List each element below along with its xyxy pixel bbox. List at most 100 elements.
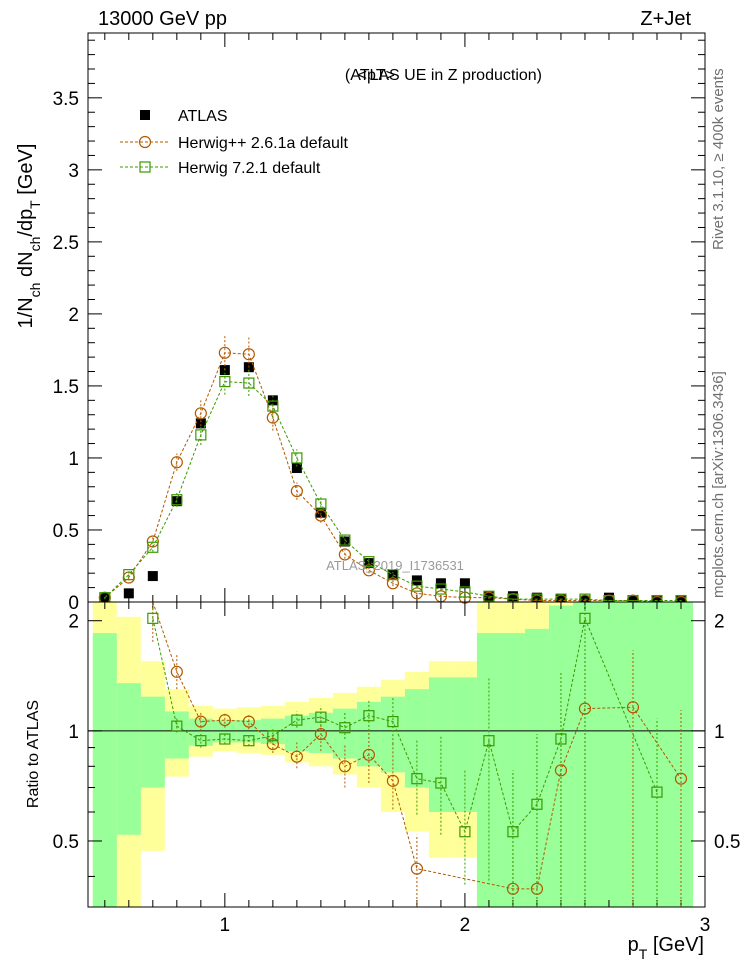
ratio-point-herwig7	[195, 735, 207, 747]
main-panel: 0 0.5 1 1.5 2 2.5 3 3.5 <pT> (ATLAS UE in Z pro…	[15, 32, 706, 614]
legend-marker-herwigpp	[138, 135, 152, 149]
data-point-herwig7	[267, 400, 279, 412]
ratio-point-herwig7	[411, 773, 423, 785]
data-point-atlas	[291, 463, 302, 474]
main-y-tick-label: 2	[68, 305, 79, 326]
data-point-atlas	[195, 418, 206, 429]
ratio-point-herwig7	[363, 710, 375, 722]
main-y-tick-label: 0	[68, 593, 79, 614]
data-point-herwig7	[171, 494, 183, 506]
main-title: <pT>	[358, 67, 395, 84]
x-axis-label: pT [GeV]	[628, 934, 704, 962]
data-point-atlas	[387, 569, 398, 580]
ratio-point-herwig7	[147, 612, 159, 624]
ratio-point-herwig7	[579, 612, 591, 624]
ratio-point-herwig7	[387, 715, 399, 728]
data-point-herwig7	[147, 541, 159, 553]
legend-label-atlas: ATLAS	[178, 108, 228, 125]
band-green	[524, 628, 549, 907]
main-y-tick-label: 2.5	[53, 233, 79, 254]
data-point-herwig7	[483, 590, 495, 602]
ratio-point-herwig7	[531, 798, 543, 810]
data-point-herwigpp	[290, 484, 303, 498]
band-green	[284, 715, 309, 752]
ratio-x-tick-label: 1	[220, 915, 231, 936]
ratio-point-herwig7	[291, 714, 303, 726]
data-point-herwig7	[459, 586, 471, 598]
ratio-point-herwig7	[459, 826, 471, 838]
main-y-tick-label: 3	[68, 161, 79, 182]
ratio-point-herwig7	[171, 720, 183, 732]
ratio-y-axis-label: Ratio to ATLAS	[25, 700, 42, 808]
main-y-tick-label: 0.5	[53, 521, 79, 542]
data-point-herwig7	[411, 580, 423, 592]
data-point-atlas	[603, 592, 614, 603]
ratio-point-herwigpp	[362, 748, 375, 761]
data-point-atlas	[123, 588, 134, 599]
ratio-point-herwigpp	[314, 727, 327, 741]
legend-marker-herwig7	[139, 161, 151, 173]
data-point-herwig7	[219, 376, 231, 388]
band-green	[140, 696, 165, 788]
header-left: 13000 GeV pp	[98, 8, 227, 30]
ratio-point-herwigpp	[674, 772, 688, 785]
data-point-atlas	[339, 536, 350, 547]
band-green	[452, 677, 477, 813]
data-point-herwigpp	[194, 407, 207, 420]
ratio-point-herwig7	[435, 777, 447, 789]
ratio-point-herwig7	[243, 735, 255, 747]
data-point-herwig7	[291, 452, 303, 464]
data-point-herwigpp	[362, 564, 375, 577]
main-y-tick-label: 3.5	[53, 89, 79, 110]
data-point-herwigpp	[218, 346, 231, 359]
data-point-atlas	[507, 591, 518, 602]
mcplots-label: mcplots.cern.ch [arXiv:1306.3436]	[710, 371, 727, 598]
ratio-point-herwig7	[339, 722, 351, 734]
main-y-tick-label: 1	[68, 449, 79, 470]
main-y-axis-label: 1/Nch dNch/dpT [GeV]	[15, 144, 43, 329]
data-point-herwig7	[315, 498, 327, 510]
ratio-point-herwigpp	[266, 737, 279, 751]
ratio-point-herwigpp	[386, 774, 399, 787]
ratio-y-tick-label: 1	[68, 722, 79, 743]
ratio-point-herwigpp	[338, 760, 351, 773]
ratio-point-herwigpp	[554, 764, 568, 777]
data-point-herwigpp	[386, 577, 399, 590]
ratio-point-herwig7	[507, 826, 519, 838]
ratio-point-herwig7	[483, 735, 495, 747]
ratio-point-herwigpp	[218, 713, 231, 727]
ratio-point-herwig7	[315, 711, 327, 723]
data-point-atlas	[411, 575, 422, 586]
main-subtitle: (ATLAS UE in Z production)	[345, 67, 542, 84]
data-point-herwigpp	[410, 587, 424, 600]
band-green	[476, 633, 501, 907]
data-point-herwig7	[435, 583, 447, 595]
ratio-y-tick-label: 0.5	[53, 832, 79, 853]
ratio-point-herwig7	[651, 786, 663, 798]
band-green	[116, 683, 141, 835]
ratio-panel: 1 2 3 0.5 0.5 1 1 2 2 Ratio to ATLAS pT [GeV]	[25, 601, 740, 962]
data-point-herwig7	[339, 534, 351, 546]
ratio-x-tick-label: 2	[460, 915, 471, 936]
ratio-point-herwig7	[555, 733, 567, 745]
legend-label-herwig7: Herwig 7.2.1 default	[178, 160, 321, 177]
ratio-point-herwig7	[219, 733, 231, 745]
header-right: Z+Jet	[640, 8, 691, 30]
data-point-atlas	[435, 578, 446, 589]
band-green	[404, 689, 429, 788]
legend-marker-atlas	[140, 110, 150, 120]
ratio-point-herwigpp	[290, 750, 303, 763]
data-point-herwig7	[387, 569, 399, 581]
ratio-point-herwigpp	[194, 715, 207, 728]
data-point-atlas	[459, 578, 470, 589]
analysis-watermark: ATLAS_2019_I1736531	[326, 558, 464, 573]
data-point-herwig7	[243, 377, 255, 389]
data-point-herwigpp	[242, 348, 255, 361]
ratio-y-tick-label-right: 2	[714, 612, 725, 633]
ratio-y-tick-label-right: 0.5	[714, 832, 740, 853]
band-green	[164, 711, 189, 759]
ratio-series-line-0	[152, 601, 682, 890]
data-point-atlas	[531, 592, 542, 603]
data-point-herwig7	[363, 556, 375, 568]
